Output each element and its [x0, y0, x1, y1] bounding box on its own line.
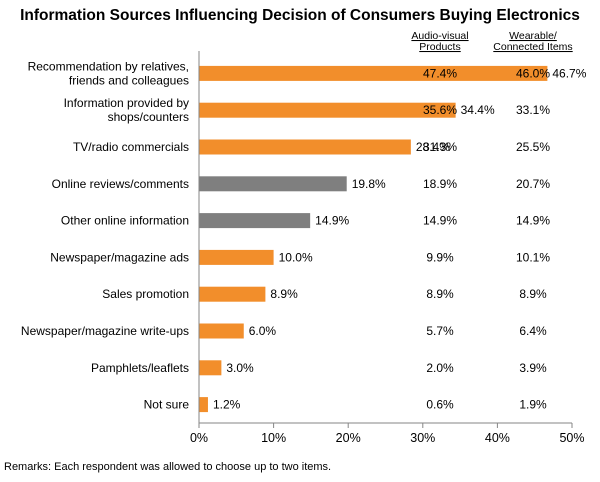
category-label: Recommendation by relatives,	[28, 59, 189, 73]
bar	[199, 213, 311, 229]
category-label: Pamphlets/leaflets	[91, 361, 189, 375]
x-tick-label: 30%	[410, 431, 435, 445]
table-cell-audio-visual: 2.0%	[426, 361, 454, 375]
table-cell-audio-visual: 5.7%	[426, 324, 454, 338]
table-cell-audio-visual: 18.9%	[423, 177, 457, 191]
value-label: 1.2%	[213, 398, 241, 412]
column-header-2: Connected Items	[493, 41, 572, 53]
value-label: 10.0%	[279, 250, 313, 264]
category-label: shops/counters	[108, 110, 189, 124]
category-label: Sales promotion	[102, 287, 189, 301]
x-tick-label: 0%	[190, 431, 208, 445]
bar	[199, 323, 244, 339]
column-header-2: Wearable/	[509, 30, 557, 42]
table-cell-audio-visual: 0.6%	[426, 398, 454, 412]
category-label: Not sure	[144, 398, 190, 412]
bar	[199, 176, 347, 192]
value-label: 46.7%	[552, 66, 586, 80]
table-cell-wearable: 1.9%	[519, 398, 547, 412]
table-cell-wearable: 20.7%	[516, 177, 550, 191]
category-label: Newspaper/magazine ads	[50, 250, 189, 264]
category-label: TV/radio commercials	[73, 140, 189, 154]
value-label: 6.0%	[249, 324, 277, 338]
bar	[199, 102, 456, 118]
x-tick-label: 20%	[336, 431, 361, 445]
category-label: Online reviews/comments	[52, 177, 189, 191]
table-cell-wearable: 8.9%	[519, 287, 547, 301]
table-cell-audio-visual: 14.9%	[423, 214, 457, 228]
category-label: Information provided by	[64, 96, 189, 110]
x-tick-label: 50%	[559, 431, 584, 445]
value-label: 19.8%	[352, 177, 386, 191]
table-cell-audio-visual: 9.9%	[426, 250, 454, 264]
remark-note: Remarks: Each respondent was allowed to …	[4, 461, 331, 473]
category-label: Other online information	[61, 214, 189, 228]
table-cell-wearable: 46.0%	[516, 66, 550, 80]
bar	[199, 286, 266, 302]
table-cell-audio-visual: 8.9%	[426, 287, 454, 301]
value-label: 28.4%	[416, 140, 450, 154]
column-header-1: Products	[419, 41, 460, 53]
category-label: Newspaper/magazine write-ups	[21, 324, 189, 338]
x-tick-label: 10%	[261, 431, 286, 445]
column-header-1: Audio-visual	[411, 30, 468, 42]
value-label: 14.9%	[315, 214, 349, 228]
table-cell-wearable: 14.9%	[516, 214, 550, 228]
table-cell-wearable: 33.1%	[516, 103, 550, 117]
value-label: 8.9%	[270, 287, 298, 301]
chart-title: Information Sources Influencing Decision…	[20, 7, 580, 24]
table-cell-wearable: 3.9%	[519, 361, 547, 375]
bar	[199, 397, 208, 413]
bar	[199, 65, 548, 81]
bar	[199, 360, 222, 376]
value-label: 34.4%	[461, 103, 495, 117]
table-cell-audio-visual: 31.3%	[423, 140, 457, 154]
table-cell-wearable: 6.4%	[519, 324, 547, 338]
bar	[199, 249, 274, 265]
table-cell-wearable: 25.5%	[516, 140, 550, 154]
table-cell-audio-visual: 35.6%	[423, 103, 457, 117]
value-label: 3.0%	[226, 361, 254, 375]
x-tick-label: 40%	[485, 431, 510, 445]
table-cell-wearable: 10.1%	[516, 250, 550, 264]
category-label: friends and colleagues	[69, 73, 189, 87]
table-cell-audio-visual: 47.4%	[423, 66, 457, 80]
bar	[199, 139, 411, 155]
